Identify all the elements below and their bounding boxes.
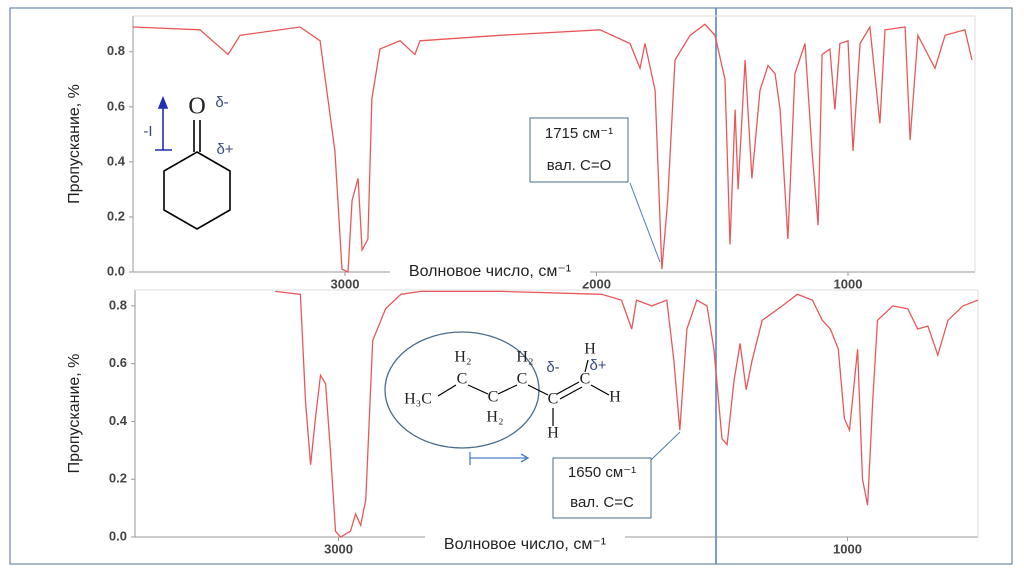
annotation-leader <box>629 182 661 263</box>
annotation-box <box>529 117 629 183</box>
annotation-box <box>552 457 652 519</box>
structure-label: δ+ <box>216 141 233 158</box>
y-tick-label: 0.8 <box>107 43 125 58</box>
structure-label: -I <box>143 123 152 140</box>
bond <box>467 384 489 395</box>
structure-label: H <box>609 389 621 406</box>
y-axis-label: Пропускание, % <box>66 354 83 474</box>
structure-label: C <box>548 391 559 408</box>
y-tick-label: 0.8 <box>109 297 127 312</box>
chain-arrow <box>469 452 530 465</box>
bond <box>590 384 610 396</box>
hexene-bonds <box>437 359 610 426</box>
annotation-text: вал. C=C <box>570 494 634 511</box>
x-axis-label: Волновое число, см⁻¹ <box>444 536 606 553</box>
structure-label: C <box>457 371 468 388</box>
bond <box>497 384 518 395</box>
y-tick-label: 0.6 <box>109 355 127 370</box>
y-tick-label: 0.0 <box>109 528 127 543</box>
bond <box>584 359 589 373</box>
structure-label: H₂ <box>516 349 533 366</box>
xlabel-bg <box>425 535 625 555</box>
annotation-text: 1650 см⁻¹ <box>568 464 636 481</box>
arrow-head <box>157 95 169 109</box>
ring <box>163 151 231 230</box>
cyclohexanone <box>163 120 231 230</box>
y-tick-label: 0.4 <box>109 413 128 428</box>
annotation-leader <box>650 431 681 461</box>
structure-label: H <box>584 341 596 358</box>
x-tick-label: 3000 <box>331 276 360 291</box>
bond <box>559 386 583 400</box>
y-tick-label: 0.4 <box>107 153 126 168</box>
spectrum-line <box>275 290 978 538</box>
x-axis-label: Волновое число, см⁻¹ <box>409 263 571 280</box>
structure-label: H₂ <box>486 409 503 426</box>
structure-label: H₃C <box>404 391 432 408</box>
structure-label: H₂ <box>454 349 471 366</box>
annotation-text: вал. C=O <box>547 157 612 174</box>
structure-label: H <box>547 425 559 442</box>
structure-label: δ- <box>546 359 559 376</box>
y-tick-label: 0.6 <box>107 98 125 113</box>
y-axis-label: Пропускание, % <box>66 84 83 204</box>
structure-label: C <box>488 389 499 406</box>
bond <box>556 381 580 395</box>
annotation-text: 1715 см⁻¹ <box>545 125 613 142</box>
structure-label: C <box>580 371 591 388</box>
inductive-arrow <box>155 95 172 151</box>
spectrum-line <box>133 23 973 273</box>
frame <box>9 7 1013 565</box>
bond <box>437 384 457 397</box>
x-tick-label: 1000 <box>834 276 863 291</box>
arrow-head <box>520 453 530 463</box>
structure-label: δ- <box>215 94 228 111</box>
x-tick-label: 1000 <box>833 541 862 556</box>
bond <box>527 384 549 396</box>
y-tick-label: 0.0 <box>107 263 125 278</box>
structure-label: δ+ <box>589 357 606 374</box>
xlabel-bg <box>390 262 590 282</box>
x-tick-label: 3000 <box>324 541 353 556</box>
structure-label: O <box>188 94 205 120</box>
y-tick-label: 0.2 <box>109 471 127 486</box>
y-tick-label: 0.2 <box>107 208 125 223</box>
structure-label: C <box>517 371 528 388</box>
